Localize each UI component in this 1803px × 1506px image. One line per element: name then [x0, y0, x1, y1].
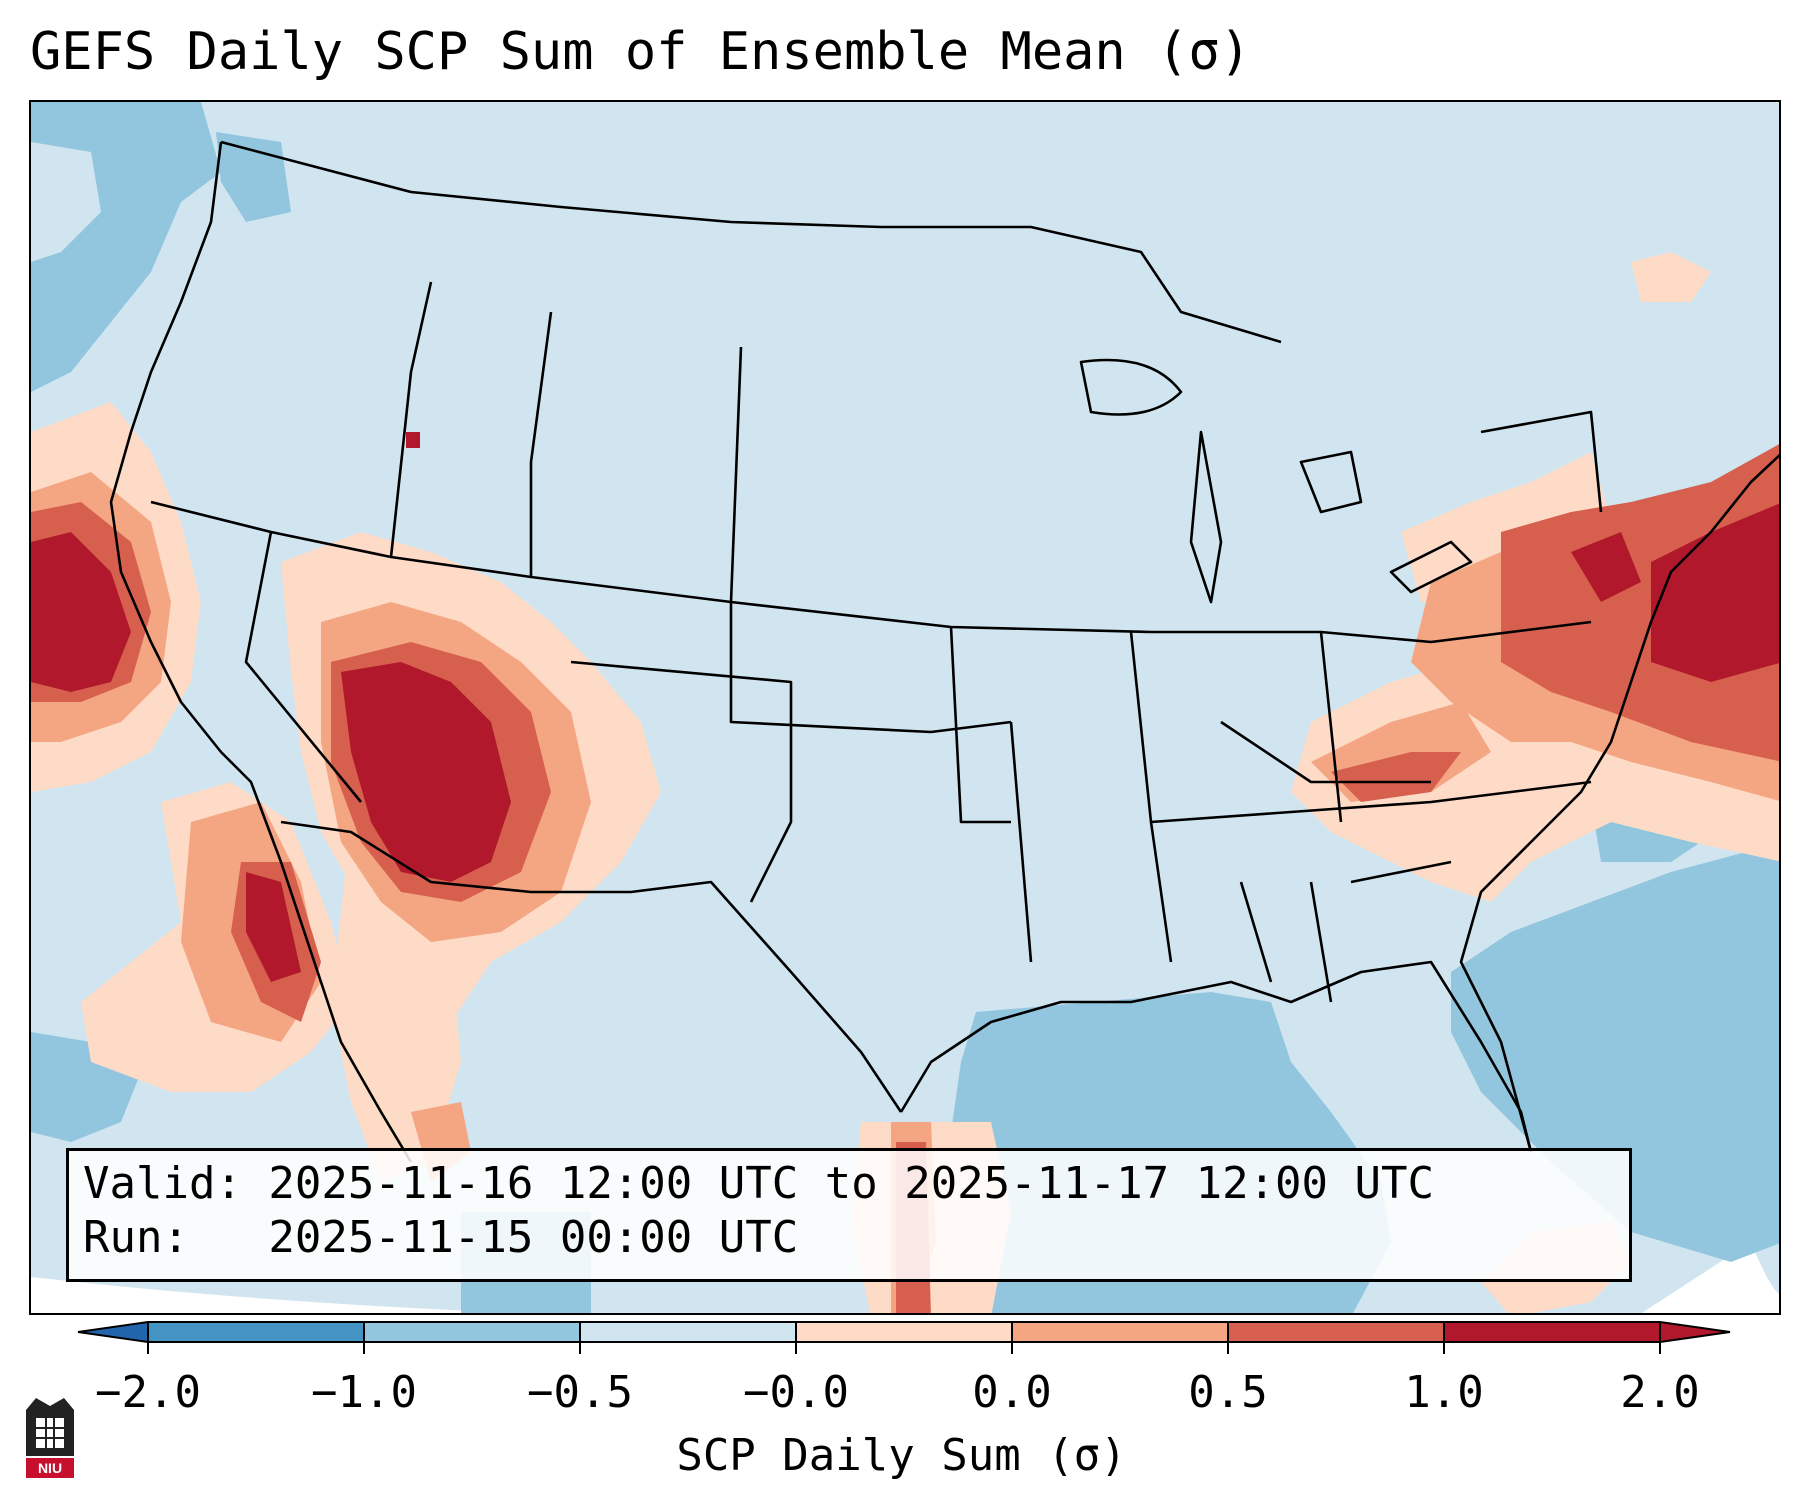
projection-edge-left [31, 1277, 520, 1313]
map-panel [29, 100, 1781, 1315]
atlantic-coastline [1459, 453, 1779, 1153]
colorbar-label: SCP Daily Sum (σ) [676, 1430, 1127, 1481]
colorbar-tick-label: 1.0 [1404, 1367, 1484, 1418]
colorbar-tick-marks [147, 1322, 1661, 1354]
colorbar-over-arrow [1660, 1322, 1730, 1342]
colorbar-bin [1228, 1322, 1445, 1342]
arizona-extreme [341, 662, 511, 882]
colorbar-tick-label: 0.0 [972, 1367, 1052, 1418]
colorbar-bin [580, 1322, 797, 1342]
canada-border [220, 140, 1282, 344]
pacific-nw-light [31, 142, 101, 262]
atlantic-blue [1451, 843, 1779, 1262]
n-california-extreme [31, 532, 131, 692]
valid-time-box: Valid: 2025-11-16 12:00 UTC to 2025-11-1… [66, 1148, 1632, 1282]
lake-erie [1389, 540, 1473, 594]
colorbar-bin [1012, 1322, 1229, 1342]
projection-edge-right [1641, 1242, 1779, 1313]
colorbar-outline [77, 1321, 1731, 1343]
positive-extreme-regions [31, 432, 1779, 982]
pacific-coastline [109, 141, 413, 1163]
lake-michigan [1189, 430, 1223, 604]
carolina-strong [1331, 752, 1461, 802]
colorbar-tick-label: −0.5 [527, 1367, 633, 1418]
valid-line: Valid: 2025-11-16 12:00 UTC to 2025-11-1… [83, 1158, 1435, 1209]
map-canvas [31, 102, 1779, 1313]
nyc-extreme [1571, 532, 1641, 602]
colorbar-bins [148, 1322, 1661, 1342]
northeast-strong [1501, 444, 1779, 762]
svg-text:NIU: NIU [38, 1460, 62, 1476]
atlantic-extreme [1651, 503, 1779, 682]
colorbar-bin [1444, 1322, 1661, 1342]
colorbar-tick-label: 0.5 [1188, 1367, 1268, 1418]
gulf-coastline [899, 960, 1533, 1153]
colorbar-tick-label: −1.0 [311, 1367, 417, 1418]
lake-huron [1299, 450, 1363, 514]
boundaries [109, 140, 1779, 1163]
colorbar-bin [148, 1322, 365, 1342]
idaho-extreme-pixel [406, 432, 420, 448]
colorbar-bin [796, 1322, 1013, 1342]
maine-light [1631, 252, 1711, 302]
colorbar-tick-label: 2.0 [1620, 1367, 1700, 1418]
colorbar-tick-label: −0.0 [743, 1367, 849, 1418]
chart-title: GEFS Daily SCP Sum of Ensemble Mean (σ) [30, 22, 1251, 82]
colorbar-tick-label: −2.0 [95, 1367, 201, 1418]
colorbar-under-arrow [78, 1322, 148, 1342]
niu-logo: NIU [26, 1398, 74, 1478]
colorbar-tick-labels: −2.0 −1.0 −0.5 −0.0 0.0 0.5 1.0 2.0 [0, 1367, 1803, 1423]
run-line: Run: 2025-11-15 00:00 UTC [83, 1212, 799, 1263]
baja-extreme [246, 872, 301, 982]
mexico-border [280, 820, 903, 1113]
lake-superior [1079, 358, 1183, 416]
colorbar-bin [364, 1322, 581, 1342]
